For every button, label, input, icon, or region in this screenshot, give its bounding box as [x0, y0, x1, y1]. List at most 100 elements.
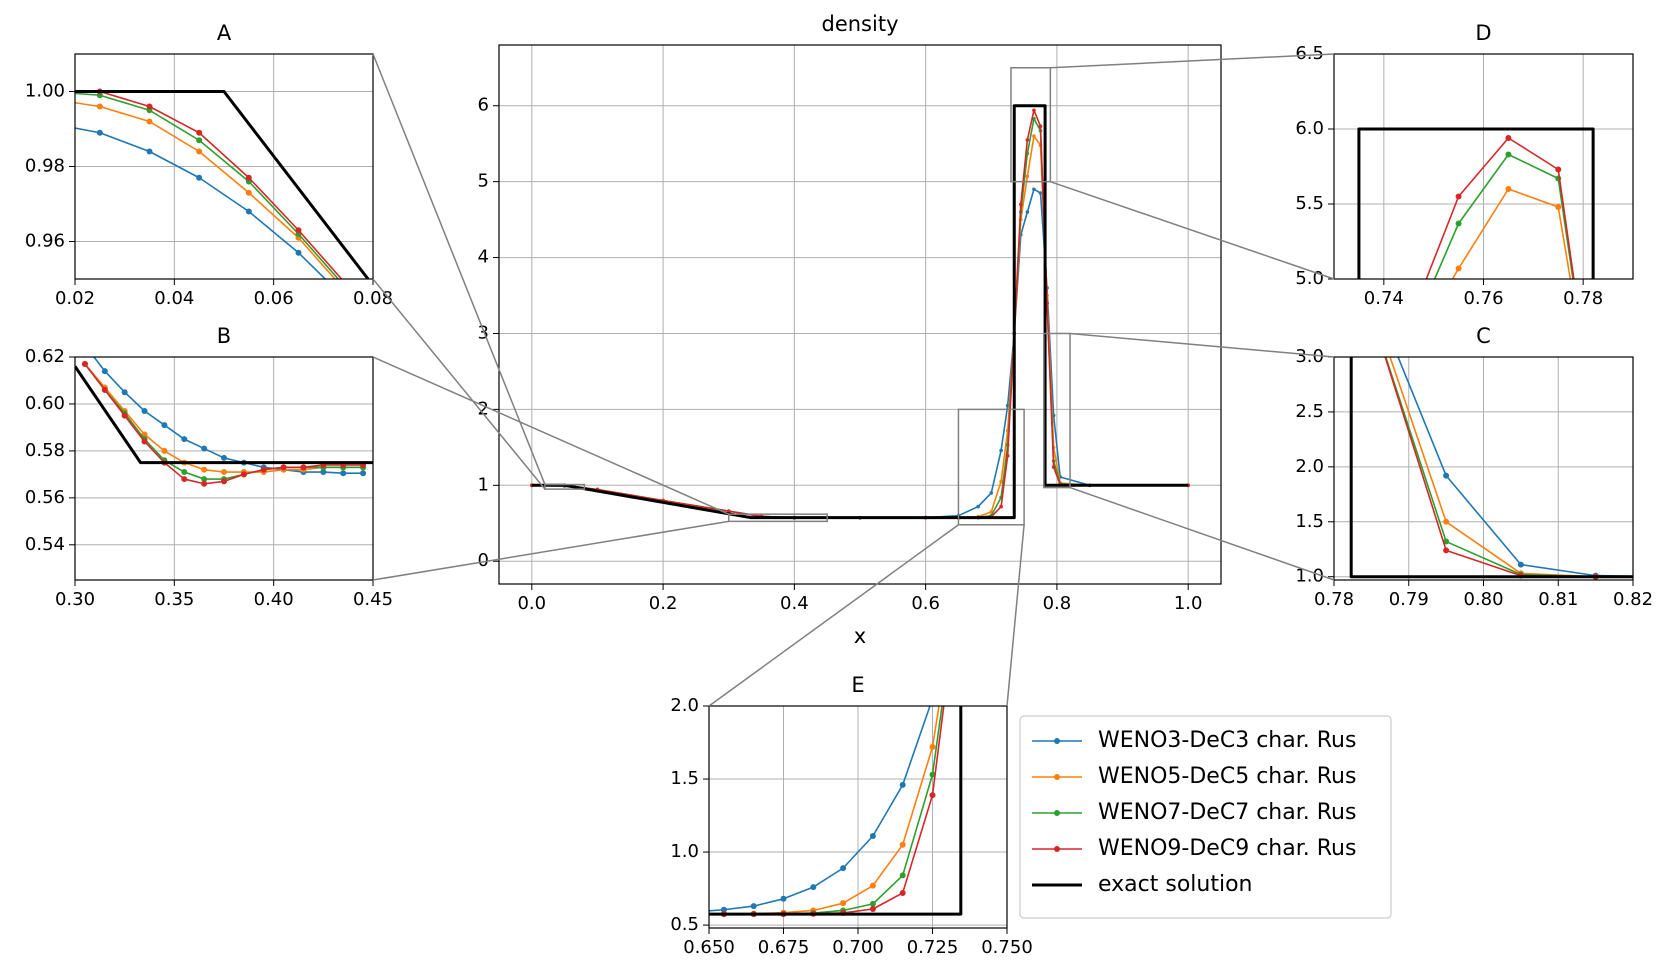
zoom-connector: [372, 520, 729, 581]
data-point: [930, 696, 936, 702]
y-tick-label: 0.98: [25, 156, 65, 177]
y-tick-label: 1.5: [1295, 511, 1324, 532]
zoom-box: [727, 513, 828, 523]
data-line: [75, 90, 370, 279]
data-point: [47, 120, 53, 126]
data-point: [1032, 134, 1036, 138]
x-tick-label: 0.82: [1613, 589, 1653, 610]
legend-label: WENO9-DeC9 char. Rus: [1098, 836, 1356, 861]
data-point: [1368, 310, 1374, 316]
zoom-box: [544, 483, 586, 490]
data-point: [1051, 465, 1056, 469]
zoom-connector: [1050, 53, 1335, 69]
data-point: [201, 476, 208, 483]
y-tick-label: 0.60: [25, 393, 65, 414]
zoom-connector: [372, 356, 730, 515]
data-point: [82, 342, 88, 348]
data-point: [101, 368, 108, 375]
axes-frame: [498, 44, 1222, 585]
data-point: [345, 284, 351, 290]
data-point: [121, 389, 128, 396]
data-point: [1406, 336, 1412, 342]
data-point: [1455, 193, 1462, 200]
data-point: [899, 872, 906, 879]
series-group: [1349, 310, 1633, 580]
x-tick-label: 0.80: [1463, 589, 1503, 610]
y-tick-label: 6: [478, 95, 489, 116]
data-point: [999, 479, 1003, 484]
data-point: [959, 557, 965, 563]
data-line: [1357, 127, 1595, 279]
data-point: [181, 436, 188, 443]
data-point: [1605, 516, 1611, 522]
data-point: [196, 137, 203, 144]
data-line: [709, 706, 963, 916]
data-point: [320, 469, 327, 476]
axes: 0.0 0.2 0.4 0.6 0.8 1.0 0 1 2 3 4 5 6 density x: [478, 12, 1222, 648]
y-tick-label: 5.5: [1295, 193, 1324, 214]
x-tick-label: 0.675: [758, 937, 810, 958]
y-tick-label: 6.0: [1295, 118, 1324, 139]
y-tick-label: 1.0: [670, 841, 699, 862]
x-tick-label: 0.650: [683, 937, 735, 958]
x-tick-label: 0.81: [1538, 589, 1578, 610]
data-point: [1505, 186, 1512, 192]
data-point: [1032, 187, 1036, 192]
data-point: [1406, 351, 1412, 357]
data-point: [1025, 174, 1030, 179]
axes: 0.30 0.35 0.40 0.45 0.54 0.56 0.58 0.60 0.62 B: [25, 324, 393, 610]
data-point: [899, 841, 906, 848]
x-tick-label: 0.35: [154, 589, 194, 610]
data-point: [96, 103, 103, 110]
x-tick-label: 0.8: [1043, 593, 1072, 614]
data-point: [1605, 516, 1611, 522]
data-point: [899, 889, 906, 896]
y-tick-label: 1.0: [1295, 566, 1324, 587]
data-point: [1025, 210, 1030, 214]
x-tick-label: 0.2: [649, 593, 678, 614]
y-tick-label: 5: [478, 171, 489, 192]
data-line: [531, 188, 1189, 519]
chart-title: D: [1475, 21, 1491, 45]
data-line: [1433, 153, 1574, 279]
data-line: [531, 109, 1189, 519]
data-point: [869, 882, 876, 889]
data-point: [989, 491, 994, 495]
data-point: [101, 386, 108, 393]
data-point: [929, 743, 936, 750]
zoom-connector: [1069, 332, 1335, 358]
x-tick-label: 0.4: [780, 593, 809, 614]
data-point: [1555, 166, 1562, 173]
data-point: [976, 504, 980, 509]
axes-frame: [1333, 356, 1634, 581]
data-point: [1555, 299, 1561, 305]
data-point: [1005, 453, 1010, 458]
axes: 0.650 0.675 0.700 0.725 0.750 0.5 1.0 1.5 2.0 E: [670, 557, 1033, 958]
x-tick-label: 0.04: [154, 288, 194, 309]
data-point: [869, 900, 876, 907]
data-point: [1443, 547, 1450, 554]
legend: WENO3-DeC3 char. Rus WENO5-DeC5 char. Rus…: [1019, 715, 1392, 919]
x-tick-label: 0.08: [353, 288, 393, 309]
data-point: [161, 422, 168, 429]
data-point: [1455, 265, 1462, 272]
y-tick-label: 2: [478, 398, 489, 419]
data-point: [141, 407, 148, 414]
data-point: [1368, 310, 1374, 316]
x-tick-label: 0.750: [981, 937, 1033, 958]
y-tick-label: 1.5: [670, 768, 699, 789]
data-point: [146, 148, 153, 155]
x-tick-label: 0.725: [907, 937, 959, 958]
data-line: [531, 117, 1189, 519]
data-point: [260, 466, 267, 473]
data-point: [959, 557, 965, 563]
data-point: [340, 470, 347, 477]
data-point: [1406, 321, 1412, 327]
data-line: [1397, 357, 1633, 577]
legend-marker: [1054, 846, 1060, 852]
series-group: [1357, 127, 1611, 522]
data-point: [869, 832, 876, 839]
data-point: [221, 454, 227, 461]
x-tick-label: 0.78: [1563, 288, 1603, 309]
data-point: [146, 118, 153, 125]
